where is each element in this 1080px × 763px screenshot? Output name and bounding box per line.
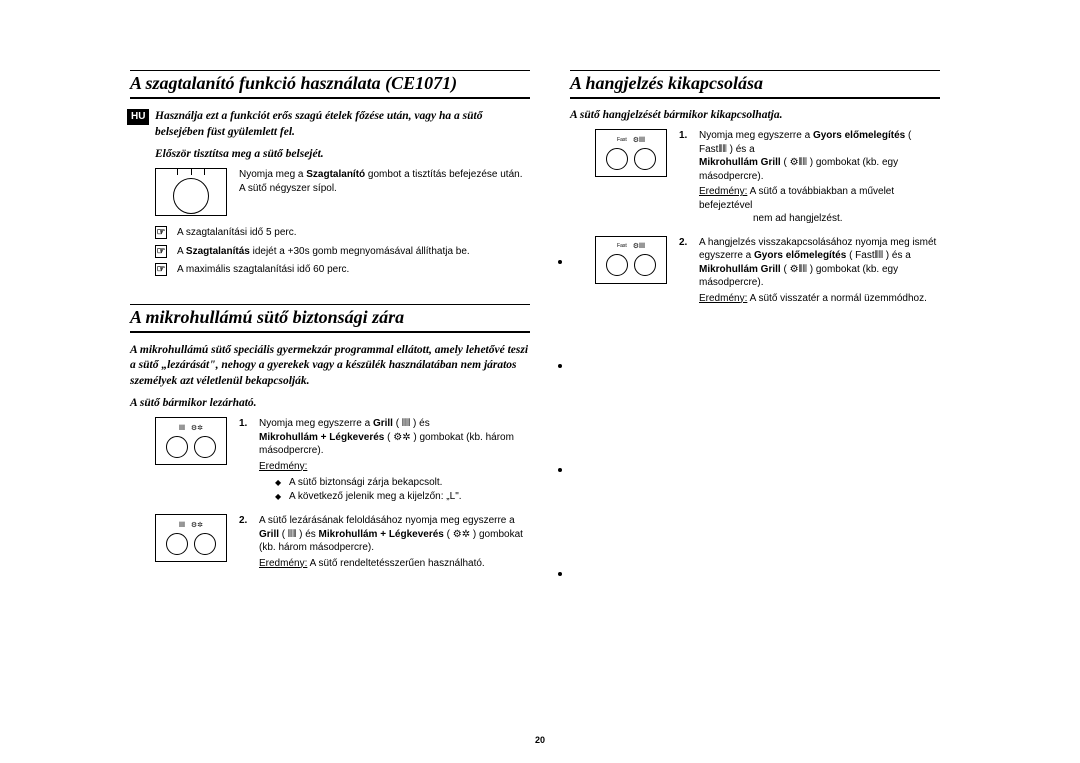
- sound-step-2: Fast⚙⫴⫴ 2. A hangjelzés visszakapcsolásá…: [570, 236, 940, 306]
- deodorize-dial-icon: [173, 178, 209, 214]
- preheat-combo-panel: Fast⚙⫴⫴: [595, 236, 667, 284]
- sound-subhead: A sütő hangjelzését bármikor kikapcsolha…: [570, 109, 940, 121]
- note-1: ☞ A szagtalanítási idő 5 perc.: [130, 226, 530, 240]
- preheat-combo-panel: Fast⚙⫴⫴: [595, 129, 667, 177]
- deodorize-step: Nyomja meg a Szagtalanító gombot a tiszt…: [130, 168, 530, 216]
- grill-combo-panel: ⫴⫴⚙✲: [155, 514, 227, 562]
- language-tag: HU: [127, 109, 149, 125]
- safety-step-1: ⫴⫴⚙✲ 1. Nyomja meg egyszerre a Grill ( ⫴…: [130, 417, 530, 504]
- result-label: Eredmény:: [259, 461, 307, 472]
- step-number: 1.: [239, 417, 253, 504]
- step-content: Nyomja meg egyszerre a Grill ( ⫴⫴ ) és M…: [259, 417, 530, 504]
- dial-icon: [194, 436, 216, 458]
- deodorize-subhead: Először tisztítsa meg a sütő belsejét.: [130, 148, 530, 160]
- section-title-safety-lock: A mikrohullámú sütő biztonsági zára: [130, 304, 530, 333]
- note-marker-icon: ☞: [155, 263, 167, 276]
- note-text: A Szagtalanítás idejét a +30s gomb megny…: [177, 245, 470, 259]
- deodorize-intro: Használja ezt a funkciót erős szagú étel…: [130, 109, 530, 140]
- dial-icon: [634, 254, 656, 276]
- note-text: A szagtalanítási idő 5 perc.: [177, 226, 297, 240]
- step-number: 1.: [679, 129, 693, 226]
- right-column: A hangjelzés kikapcsolása A sütő hangjel…: [570, 70, 940, 580]
- result-label: Eredmény:: [699, 186, 747, 197]
- left-column: A szagtalanító funkció használata (CE107…: [130, 70, 530, 580]
- deodorize-step-text: Nyomja meg a Szagtalanító gombot a tiszt…: [239, 168, 530, 195]
- note-marker-icon: ☞: [155, 226, 167, 239]
- note-2: ☞ A Szagtalanítás idejét a +30s gomb meg…: [130, 245, 530, 259]
- step-number: 2.: [239, 514, 253, 570]
- step-content: A sütő lezárásának feloldásához nyomja m…: [259, 514, 530, 570]
- step-number: 2.: [679, 236, 693, 306]
- fast-label: Fast: [617, 138, 627, 143]
- deodorize-button-panel: [155, 168, 227, 216]
- safety-step-2: ⫴⫴⚙✲ 2. A sütő lezárásának feloldásához …: [130, 514, 530, 570]
- note-text: A maximális szagtalanítási idő 60 perc.: [177, 263, 349, 277]
- section-title-deodorize: A szagtalanító funkció használata (CE107…: [130, 70, 530, 99]
- dial-icon: [606, 254, 628, 276]
- dial-icon: [194, 533, 216, 555]
- result-label: Eredmény:: [699, 293, 747, 304]
- result-bullet: A sütő biztonsági zárja bekapcsolt.: [275, 476, 530, 490]
- sound-step-1: Fast⚙⫴⫴ 1. Nyomja meg egyszerre a Gyors …: [570, 129, 940, 226]
- section-title-sound-off: A hangjelzés kikapcsolása: [570, 70, 940, 99]
- dial-icon: [634, 148, 656, 170]
- step-content: Nyomja meg egyszerre a Gyors előmelegíté…: [699, 129, 940, 226]
- divider-dots: [558, 260, 562, 576]
- result-label: Eredmény:: [259, 558, 307, 569]
- grill-combo-panel: ⫴⫴⚙✲: [155, 417, 227, 465]
- result-bullet: A következő jelenik meg a kijelzőn: „L".: [275, 490, 530, 504]
- dial-icon: [606, 148, 628, 170]
- note-3: ☞ A maximális szagtalanítási idő 60 perc…: [130, 263, 530, 277]
- step-content: A hangjelzés visszakapcsolásához nyomja …: [699, 236, 940, 306]
- dial-icon: [166, 436, 188, 458]
- safety-intro: A mikrohullámú sütő speciális gyermekzár…: [130, 343, 530, 390]
- note-marker-icon: ☞: [155, 245, 167, 258]
- safety-subhead: A sütő bármikor lezárható.: [130, 397, 530, 409]
- manual-page: HU A szagtalanító funkció használata (CE…: [130, 70, 940, 580]
- page-number: 20: [535, 735, 545, 745]
- fast-label: Fast: [617, 244, 627, 249]
- dial-icon: [166, 533, 188, 555]
